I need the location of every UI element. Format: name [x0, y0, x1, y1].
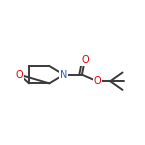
Text: O: O: [93, 76, 101, 86]
Text: O: O: [16, 70, 23, 80]
Text: O: O: [81, 55, 89, 65]
Text: N: N: [60, 70, 67, 80]
